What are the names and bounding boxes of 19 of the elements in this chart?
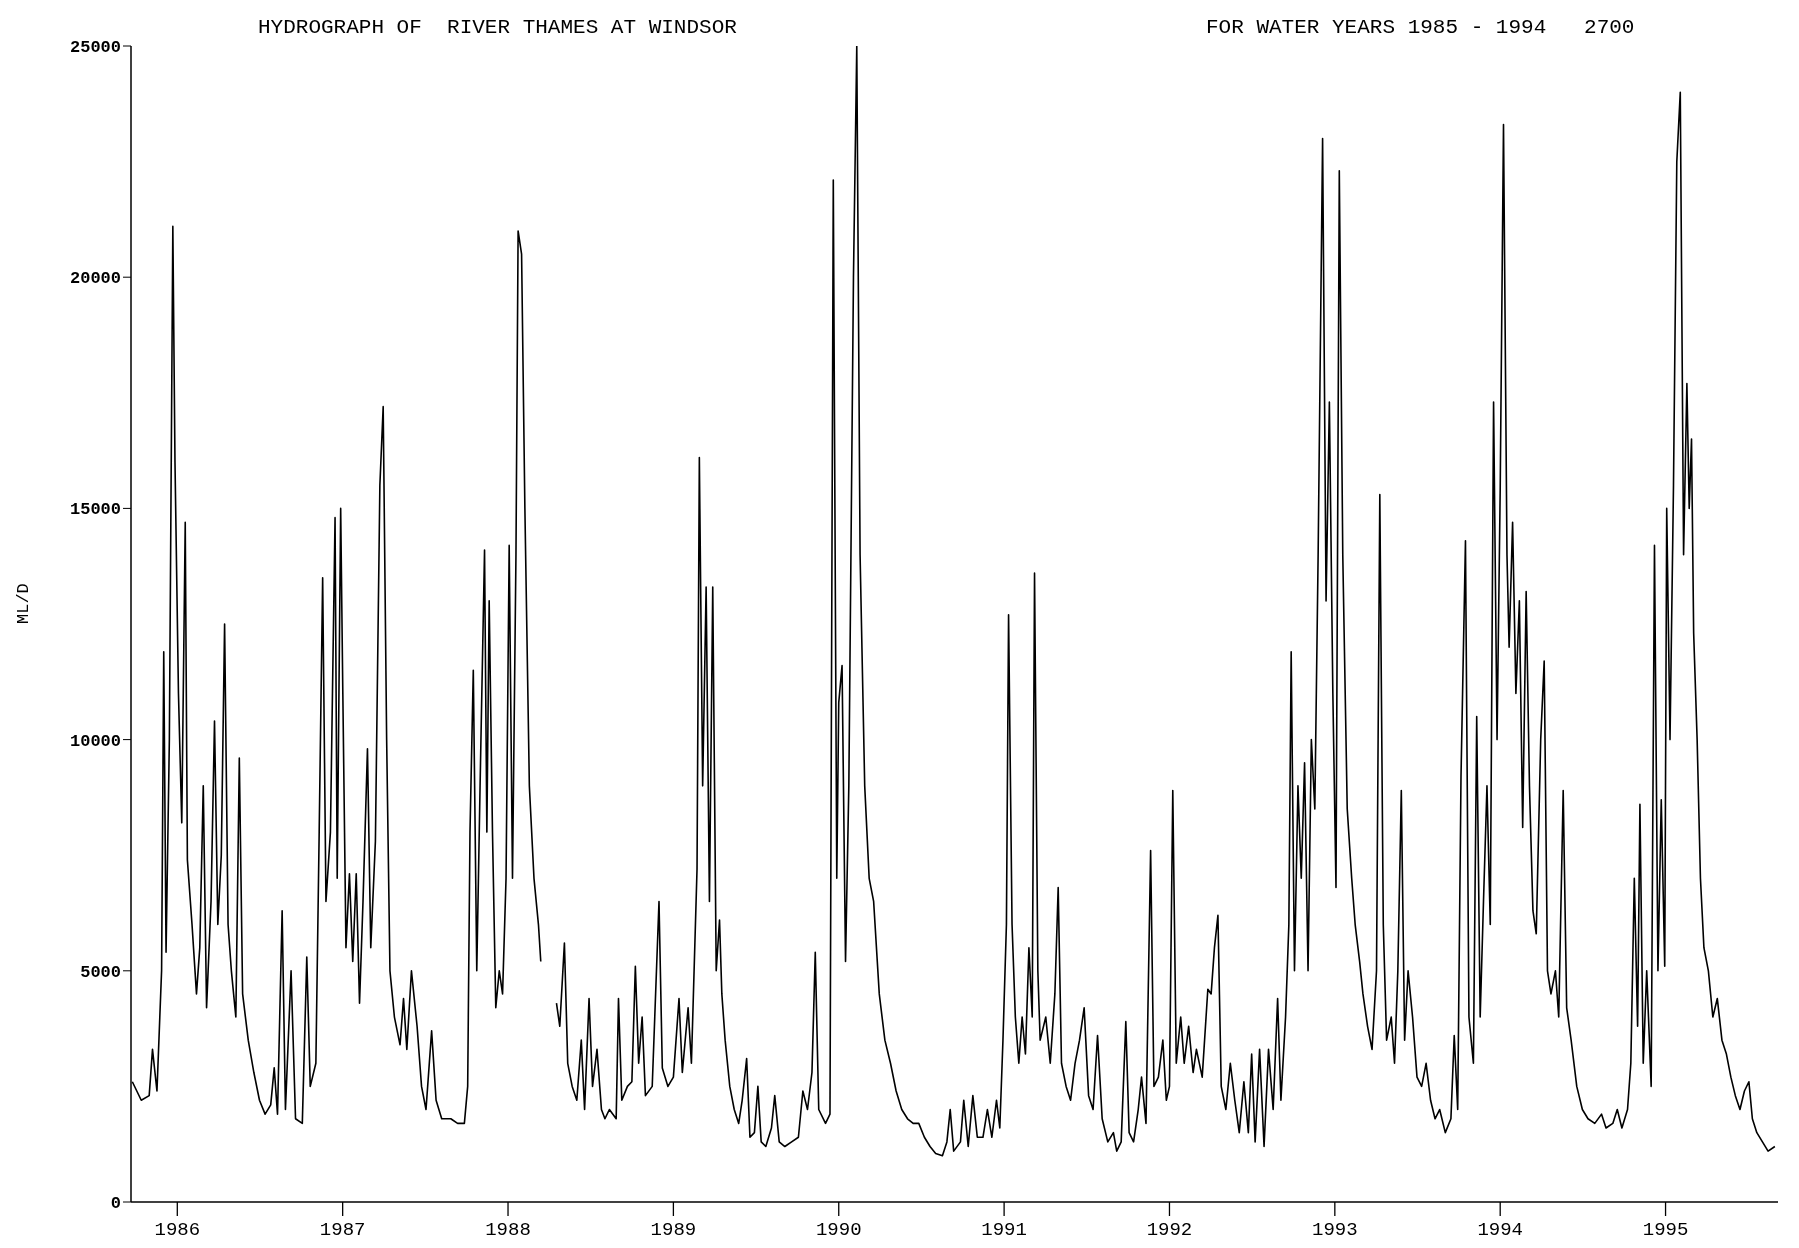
- x-tick-label: 1993: [1312, 1219, 1358, 1242]
- x-tick-label: 1988: [485, 1219, 531, 1242]
- y-axis-title: ML/D: [14, 583, 34, 624]
- chart-subtitle: FOR WATER YEARS 1985 - 1994 2700: [1206, 16, 1635, 39]
- x-tick-label: 1994: [1477, 1219, 1523, 1242]
- x-tick-label: 1989: [650, 1219, 697, 1242]
- y-tick-label: 15000: [69, 500, 121, 520]
- x-tick-label: 1987: [319, 1219, 366, 1242]
- y-tick-label: 10000: [69, 731, 121, 751]
- x-tick-label: 1986: [154, 1219, 201, 1242]
- x-tick-label: 1995: [1642, 1219, 1689, 1242]
- y-tick-label: 5000: [80, 962, 121, 982]
- y-tick-label: 20000: [69, 269, 121, 289]
- x-tick-label: 1992: [1146, 1219, 1193, 1242]
- chart-title: HYDROGRAPH OF RIVER THAMES AT WINDSOR: [258, 16, 737, 39]
- y-tick-label: 0: [110, 1194, 121, 1214]
- x-tick-label: 1990: [815, 1219, 862, 1242]
- y-tick-label: 25000: [69, 38, 121, 58]
- x-tick-label: 1991: [981, 1219, 1027, 1242]
